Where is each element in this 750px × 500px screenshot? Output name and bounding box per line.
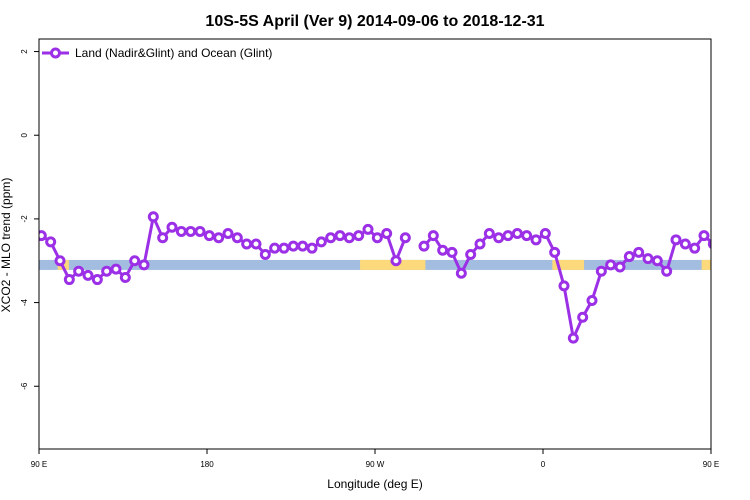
data-point (483, 228, 495, 240)
data-point (465, 248, 477, 260)
data-point (633, 246, 645, 258)
data-point (222, 228, 234, 240)
data-point (549, 246, 561, 258)
series-layer (39, 211, 745, 344)
data-point (278, 242, 290, 254)
data-point (259, 248, 271, 260)
data-point (595, 265, 607, 277)
data-point (297, 240, 309, 252)
data-point (54, 255, 66, 267)
data-point (493, 232, 505, 244)
x-tick-label: 0 (541, 460, 546, 469)
data-point (728, 276, 736, 284)
y-tick-label: -6 (20, 382, 29, 390)
data-point (539, 228, 551, 240)
data-point (474, 238, 486, 250)
data-point (605, 259, 617, 271)
data-point (558, 280, 570, 292)
data-point (157, 232, 169, 244)
data-point (315, 236, 327, 248)
data-point (530, 234, 542, 246)
data-point (231, 232, 243, 244)
data-point (110, 263, 122, 275)
data-point (577, 311, 589, 323)
data-point (147, 211, 159, 223)
legend-marker-swatch (50, 47, 61, 59)
data-point (203, 230, 215, 242)
data-point (661, 265, 673, 277)
chart-title: 10S-5S April (Ver 9) 2014-09-06 to 2018-… (205, 13, 544, 30)
data-point (689, 242, 701, 254)
data-point (390, 255, 402, 267)
data-point (567, 332, 579, 344)
data-point (343, 232, 355, 244)
data-point (427, 230, 439, 242)
data-point (586, 294, 598, 306)
data-point (138, 259, 150, 271)
data-point (101, 265, 113, 277)
x-tick-label: 90 E (703, 460, 719, 469)
data-point (455, 267, 467, 279)
data-point (39, 230, 47, 242)
data-point (185, 225, 197, 237)
y-tick-label: 2 (20, 49, 29, 54)
x-axis-label: Longitude (deg E) (327, 477, 422, 491)
data-point (73, 265, 85, 277)
y-tick-label: -4 (20, 298, 29, 306)
data-point (719, 257, 727, 265)
data-point (129, 255, 141, 267)
data-point (45, 236, 57, 248)
data-point (82, 269, 94, 281)
data-point (623, 251, 635, 263)
data-point (670, 234, 682, 246)
y-axis: 2 0 -2 -4 -6 (20, 49, 39, 390)
data-point (679, 238, 691, 250)
legend-series-label: Land (Nadir&Glint) and Ocean (Glint) (75, 46, 272, 60)
plot-frame (38, 38, 712, 450)
data-point (166, 221, 178, 233)
legend: Land (Nadir&Glint) and Ocean (Glint) (42, 46, 272, 60)
y-axis-label: XCO2 - MLO trend (ppm) (0, 178, 13, 313)
data-point (642, 253, 654, 265)
data-point (698, 230, 710, 242)
data-point (287, 240, 299, 252)
data-point (418, 240, 430, 252)
x-axis: 90 E 180 90 W 0 90 E (31, 449, 719, 469)
data-point (614, 261, 626, 273)
data-point (353, 230, 365, 242)
data-point (194, 225, 206, 237)
x-tick-label: 90 W (366, 460, 385, 469)
data-point (371, 232, 383, 244)
data-point (213, 232, 225, 244)
data-point (91, 274, 103, 286)
y-tick-label: 0 (20, 132, 29, 137)
data-point (119, 271, 131, 283)
land-band-segment (552, 259, 585, 270)
series-line (40, 215, 407, 282)
data-point (334, 230, 346, 242)
data-point (437, 244, 449, 256)
data-point (651, 255, 663, 267)
data-point (521, 230, 533, 242)
data-point (241, 238, 253, 250)
data-point (269, 242, 281, 254)
data-point (502, 230, 514, 242)
data-point (446, 246, 458, 258)
land-band-segment (701, 259, 711, 270)
x-tick-label: 90 E (31, 460, 47, 469)
data-point (511, 228, 523, 240)
data-point (362, 223, 374, 235)
data-point (175, 225, 187, 237)
data-point (381, 228, 393, 240)
data-point (325, 232, 337, 244)
data-point (250, 238, 262, 250)
data-point (737, 267, 745, 275)
data-point (399, 232, 411, 244)
y-tick-label: -2 (20, 215, 29, 223)
data-point (306, 242, 318, 254)
x-tick-label: 180 (200, 460, 214, 469)
data-point (63, 274, 75, 286)
